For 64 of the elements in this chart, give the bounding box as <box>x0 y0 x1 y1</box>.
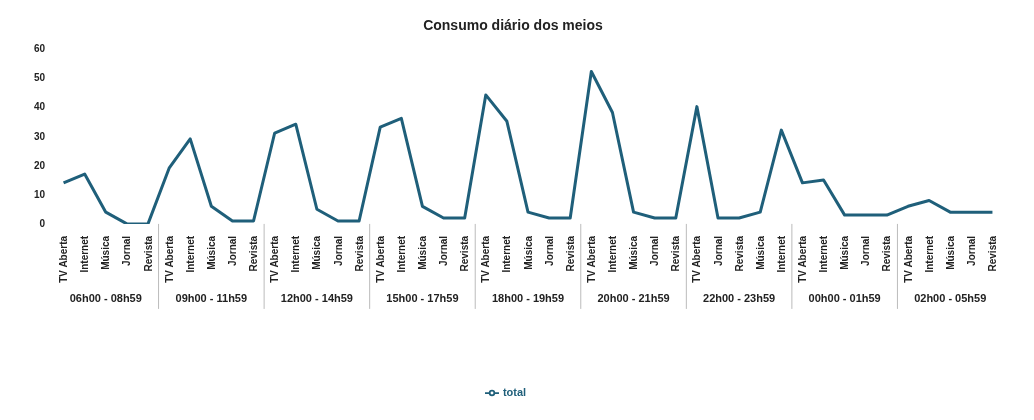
x-tick-label: Revista <box>353 235 365 272</box>
x-tick-label: TV Aberta <box>585 235 597 283</box>
x-tick-label: TV Aberta <box>480 235 492 283</box>
x-tick-label: Música <box>100 235 112 270</box>
x-tick-label: Jornal <box>712 235 724 266</box>
x-tick-label: Música <box>944 235 956 270</box>
x-tick-label: Música <box>311 235 323 270</box>
x-tick-label: Internet <box>818 235 830 273</box>
x-tick-label: TV Aberta <box>58 235 70 283</box>
x-tick-label: TV Aberta <box>796 235 808 283</box>
x-tick-label: Internet <box>501 235 513 273</box>
x-tick-label: Internet <box>775 235 787 273</box>
x-tick-label: TV Aberta <box>163 235 175 283</box>
x-tick-label: Revista <box>670 235 682 272</box>
text: 20h00 - 21h59 <box>597 291 670 304</box>
x-tick-label: Revista <box>733 235 745 272</box>
y-tick-label: 10 <box>33 189 46 201</box>
x-tick-label: Internet <box>923 235 935 273</box>
x-tick-label: Música <box>754 235 766 270</box>
x-tick-label: Música <box>522 235 534 270</box>
text: 12h00 - 14h59 <box>280 291 353 304</box>
y-tick-label: 20 <box>33 159 46 171</box>
x-tick-label: TV Aberta <box>374 235 386 283</box>
x-tick-label: Internet <box>395 235 407 273</box>
x-tick-label: TV Aberta <box>691 235 703 283</box>
x-tick-label: Revista <box>986 235 998 272</box>
x-tick-label: Música <box>416 235 428 270</box>
text: 00h00 - 01h59 <box>808 291 881 304</box>
x-tick-label: Música <box>205 235 217 270</box>
x-tick-label: TV Aberta <box>269 235 281 283</box>
y-tick-label: 60 <box>33 42 46 54</box>
text: 18h00 - 19h59 <box>491 291 565 304</box>
x-tick-label: Jornal <box>860 235 872 266</box>
x-tick-label: Revista <box>248 235 260 272</box>
x-tick-label: Música <box>628 235 640 270</box>
text: 22h00 - 23h59 <box>703 291 776 304</box>
x-tick-label: Música <box>839 235 851 270</box>
y-tick-label: 40 <box>33 101 46 113</box>
x-tick-label: Jornal <box>543 235 555 266</box>
line-series <box>62 69 994 224</box>
x-tick-label: Internet <box>290 235 302 273</box>
y-tick-label: 50 <box>33 71 46 83</box>
x-tick-label: Jornal <box>649 235 661 266</box>
x-tick-label: Revista <box>459 235 471 272</box>
y-tick-label: 0 <box>39 218 46 230</box>
x-tick-label: Jornal <box>438 235 450 266</box>
text: 09h00 - 11h59 <box>175 291 248 304</box>
x-tick-label: Jornal <box>332 235 344 266</box>
x-tick-label: Internet <box>184 235 196 273</box>
x-tick-label: Revista <box>881 235 893 272</box>
x-tick-label: TV Aberta <box>902 235 914 283</box>
x-tick-label: Internet <box>606 235 618 273</box>
x-tick-label: Revista <box>564 235 576 272</box>
y-tick-label: 30 <box>33 130 46 142</box>
x-tick-label: Jornal <box>965 235 977 266</box>
x-tick-label: Internet <box>79 235 91 273</box>
x-tick-label: Revista <box>142 235 154 272</box>
text: 15h00 - 17h59 <box>386 291 459 304</box>
text: 06h00 - 08h59 <box>69 291 142 304</box>
chart-title: Consumo diário dos meios <box>423 17 604 33</box>
legend-label: total <box>502 385 527 398</box>
x-tick-label: Jornal <box>226 235 238 266</box>
text: 02h00 - 05h59 <box>914 291 987 304</box>
x-tick-label: Jornal <box>121 235 133 266</box>
